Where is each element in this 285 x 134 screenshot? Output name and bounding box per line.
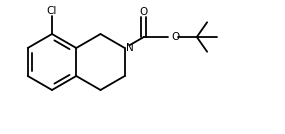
Text: Cl: Cl — [47, 6, 57, 16]
Text: O: O — [172, 32, 180, 42]
Text: N: N — [126, 43, 134, 53]
Text: O: O — [140, 7, 148, 17]
